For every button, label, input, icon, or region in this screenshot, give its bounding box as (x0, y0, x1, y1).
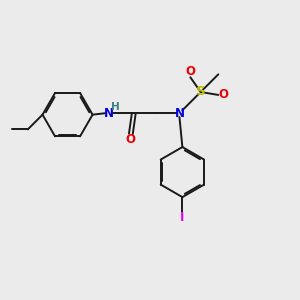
Text: O: O (126, 133, 136, 146)
Text: O: O (185, 65, 195, 79)
Text: N: N (104, 107, 114, 120)
Text: S: S (196, 85, 206, 98)
Text: H: H (111, 102, 120, 112)
Text: I: I (180, 211, 184, 224)
Text: O: O (219, 88, 229, 101)
Text: N: N (174, 107, 184, 120)
